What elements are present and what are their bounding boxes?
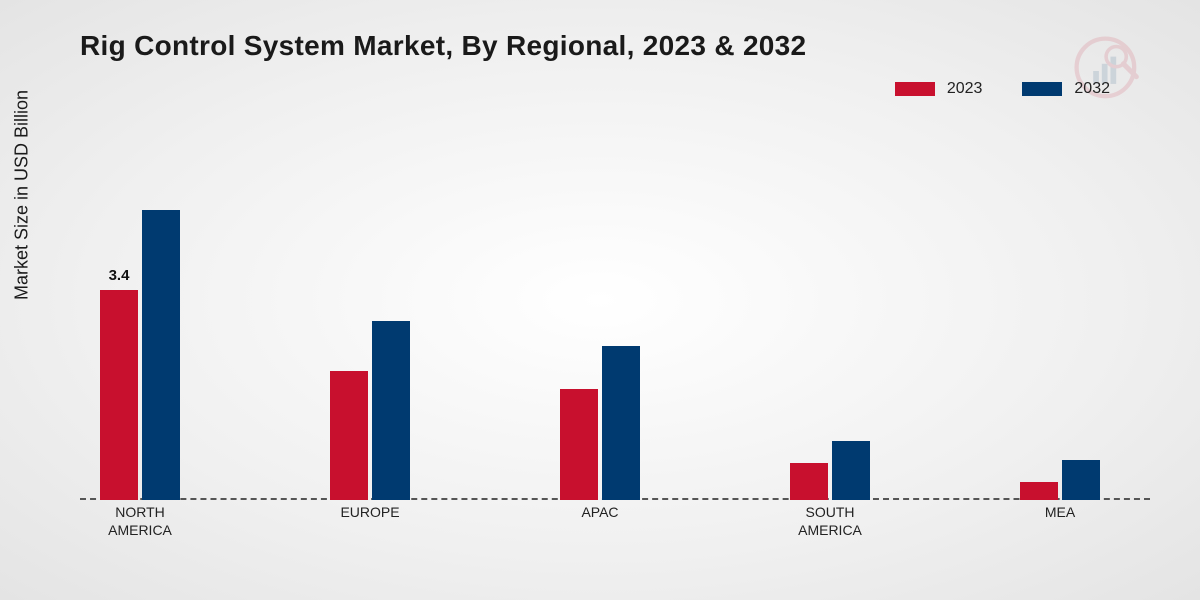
legend-item-2032: 2032 — [1022, 80, 1110, 98]
bar-2032-3 — [832, 441, 870, 500]
x-tick-label: SOUTHAMERICA — [798, 504, 862, 539]
bar-2023-4 — [1020, 482, 1058, 501]
x-axis-labels: NORTHAMERICA EUROPE APAC SOUTHAMERICA MEA — [80, 504, 1150, 564]
bar-value-label: 3.4 — [109, 267, 130, 284]
chart-plot-area: 3.4 — [80, 130, 1150, 500]
bar-2023-2 — [560, 389, 598, 500]
legend-label-2023: 2023 — [947, 80, 983, 98]
bar-2032-2 — [602, 346, 640, 500]
legend-item-2023: 2023 — [895, 80, 983, 98]
bar-2032-1 — [372, 321, 410, 500]
legend-swatch-2032 — [1022, 82, 1062, 96]
bar-2023-1 — [330, 371, 368, 501]
bar-2032-4 — [1062, 460, 1100, 500]
bar-2023-0 — [100, 290, 138, 500]
bar-2032-0 — [142, 210, 180, 500]
x-tick-label: NORTHAMERICA — [108, 504, 172, 539]
chart-title: Rig Control System Market, By Regional, … — [80, 30, 806, 62]
x-tick-label: EUROPE — [340, 504, 399, 522]
legend: 2023 2032 — [895, 80, 1110, 98]
legend-swatch-2023 — [895, 82, 935, 96]
x-tick-label: MEA — [1045, 504, 1075, 522]
y-axis-label: Market Size in USD Billion — [12, 90, 33, 300]
legend-label-2032: 2032 — [1074, 80, 1110, 98]
bar-2023-3 — [790, 463, 828, 500]
x-tick-label: APAC — [581, 504, 618, 522]
